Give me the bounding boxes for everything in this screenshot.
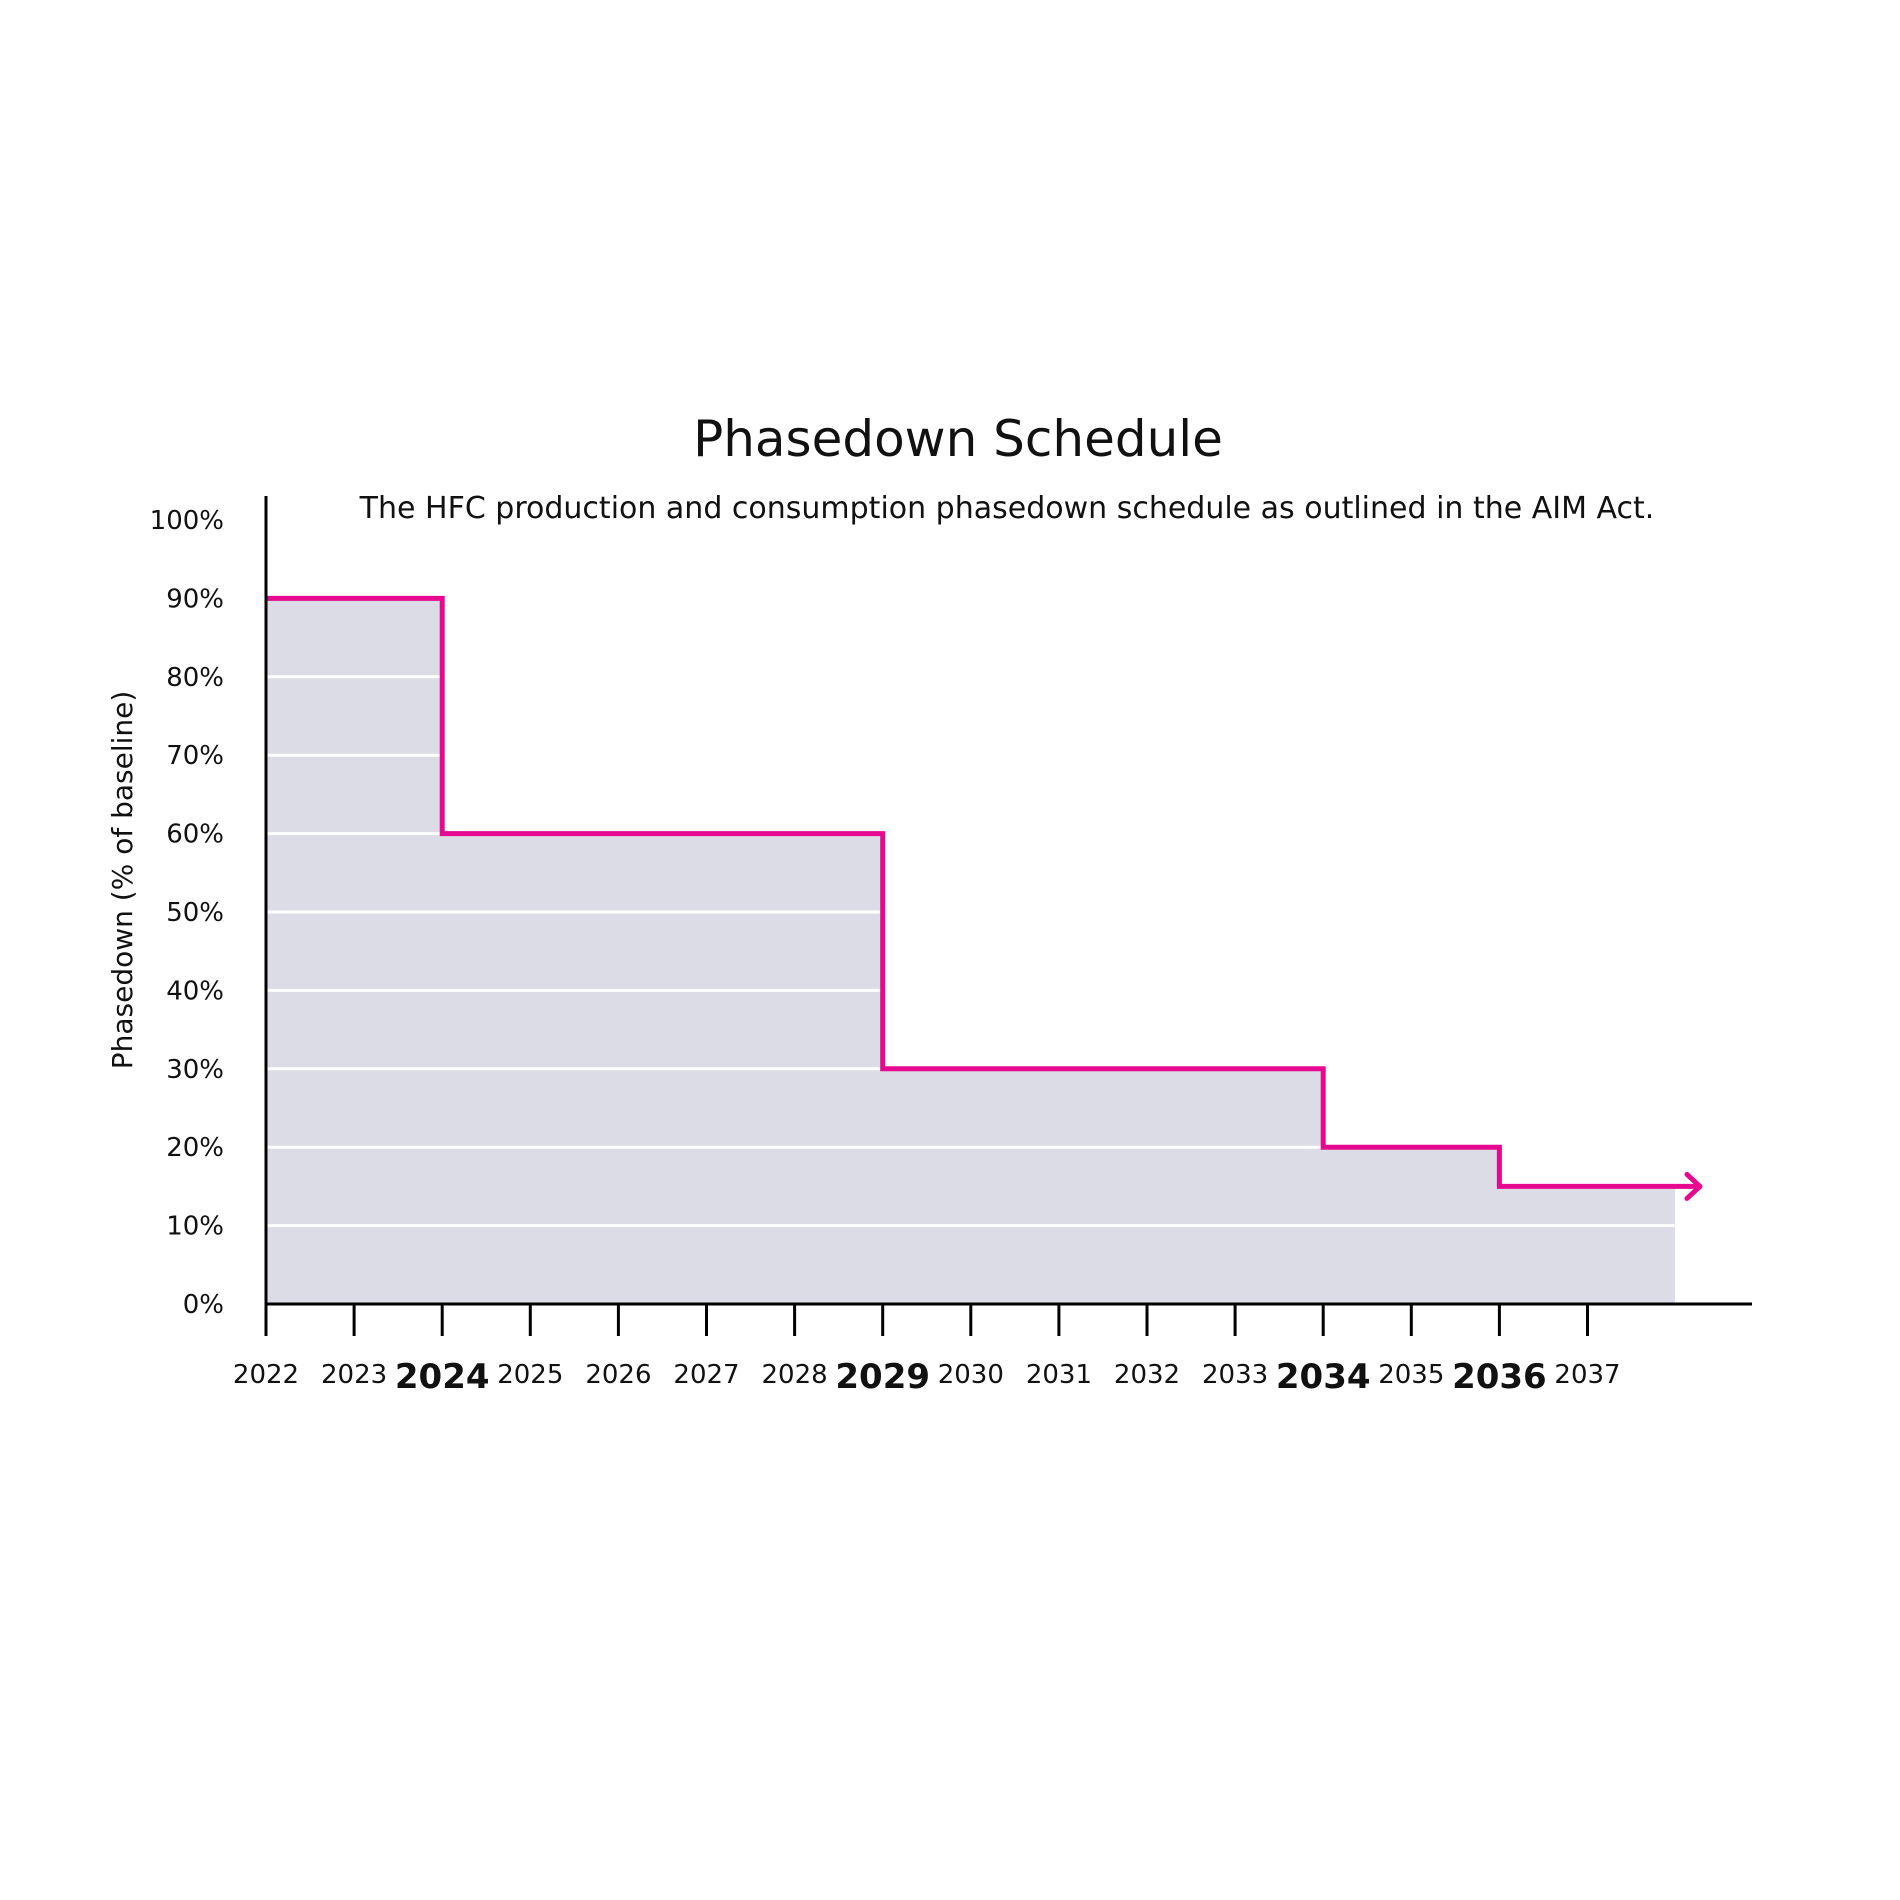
x-tick-label: 2037 xyxy=(1554,1360,1620,1390)
y-tick-label: 80% xyxy=(166,663,224,693)
x-tick-label-highlighted: 2024 xyxy=(395,1357,490,1397)
chart-subtitle: The HFC production and consumption phase… xyxy=(359,491,1655,526)
x-tick-label-highlighted: 2029 xyxy=(835,1357,930,1397)
x-tick-label-highlighted: 2034 xyxy=(1276,1357,1371,1397)
x-tick-label: 2030 xyxy=(938,1360,1004,1390)
x-tick-label: 2027 xyxy=(673,1360,739,1390)
y-tick-label: 30% xyxy=(166,1055,224,1085)
y-tick-label: 0% xyxy=(183,1290,224,1320)
chart-title: Phasedown Schedule xyxy=(693,410,1223,468)
x-tick-label-highlighted: 2036 xyxy=(1452,1357,1547,1397)
x-tick-label: 2026 xyxy=(585,1360,651,1390)
y-tick-label: 40% xyxy=(166,976,224,1006)
x-tick-label: 2023 xyxy=(321,1360,387,1390)
arrow-head-icon xyxy=(1684,1171,1703,1201)
x-tick-label: 2033 xyxy=(1202,1360,1268,1390)
y-tick-label: 10% xyxy=(166,1212,224,1242)
y-axis-label: Phasedown (% of baseline) xyxy=(106,691,139,1070)
x-tick-label: 2031 xyxy=(1026,1360,1092,1390)
y-tick-label: 20% xyxy=(166,1133,224,1163)
x-tick-label: 2028 xyxy=(762,1360,828,1390)
x-tick-label: 2032 xyxy=(1114,1360,1180,1390)
y-tick-label: 60% xyxy=(166,820,224,850)
step-line xyxy=(266,595,1700,1189)
plot-area: 0% 10% 20% 30% 40% 50% 60% 70% 80% 90% 100% 2022 202… xyxy=(150,496,1752,1397)
y-tick-label: 50% xyxy=(166,898,224,928)
area-fill xyxy=(266,598,1675,1304)
x-tick-label: 2035 xyxy=(1378,1360,1444,1390)
y-tick-label: 90% xyxy=(166,584,224,614)
y-tick-label: 70% xyxy=(166,741,224,771)
x-tick-label: 2022 xyxy=(233,1360,299,1390)
x-tick-label: 2025 xyxy=(497,1360,563,1390)
y-tick-label: 100% xyxy=(150,506,224,536)
